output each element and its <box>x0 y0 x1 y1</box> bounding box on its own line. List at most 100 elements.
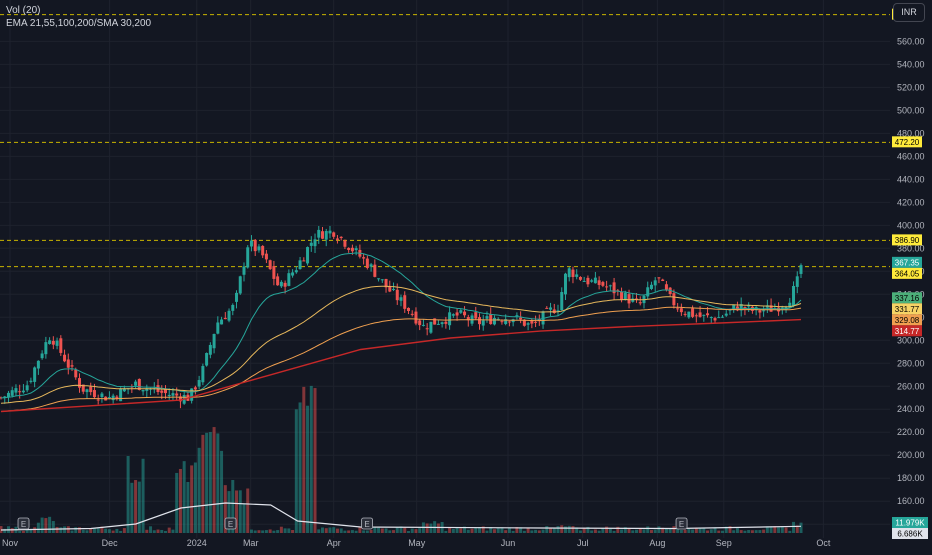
volume-bar <box>474 527 478 533</box>
volume-bar <box>560 525 564 533</box>
candle-body <box>119 388 123 402</box>
candle-body <box>283 282 287 287</box>
candle-body <box>238 276 242 294</box>
volume-bar <box>18 530 22 533</box>
candle-body <box>578 276 582 280</box>
candle-body <box>556 310 560 312</box>
ema21-line[interactable] <box>0 252 802 399</box>
ema55-line[interactable] <box>0 285 802 404</box>
earnings-marker[interactable] <box>361 517 373 530</box>
x-axis[interactable]: Nov Dec 2024 Mar Apr May Jun Jul Aug Sep Oct <box>2 538 831 548</box>
candle-body <box>597 280 601 285</box>
ema200-line[interactable] <box>0 318 802 413</box>
price-tag <box>892 267 922 279</box>
volume-bar <box>739 530 743 533</box>
volume-bar <box>343 530 347 533</box>
candle-body <box>440 322 444 325</box>
earnings-label: E <box>679 520 684 529</box>
volume-bar <box>616 526 620 533</box>
earnings-marker[interactable] <box>17 517 30 530</box>
candle-body <box>205 353 209 366</box>
y-tick-label: 440.00 <box>897 174 925 184</box>
candle-body <box>365 258 369 268</box>
candle-body <box>10 390 14 396</box>
candle-body <box>664 284 668 290</box>
candle-body <box>605 286 609 288</box>
volume-bar <box>590 530 594 533</box>
volume-bar <box>40 517 44 533</box>
volume-bar <box>51 521 55 533</box>
volume-bar <box>242 503 246 533</box>
volume-bar <box>750 530 754 533</box>
candle-body <box>335 238 339 240</box>
candle-body <box>343 240 347 247</box>
candle-body <box>212 334 216 349</box>
volume-bar <box>792 521 796 533</box>
x-tick-label: Mar <box>243 538 259 548</box>
volume-bar <box>676 529 680 533</box>
volume-bar <box>668 528 672 533</box>
candle-body <box>354 248 358 251</box>
candle-body <box>63 354 67 362</box>
volume-bar <box>605 526 609 533</box>
candle-body <box>317 229 321 238</box>
volume-bar <box>44 518 48 533</box>
candle-body <box>519 317 523 320</box>
y-tick-label: 480.00 <box>897 128 925 138</box>
volume-bar <box>313 388 317 533</box>
candle-body <box>347 247 351 250</box>
candle-body <box>298 260 302 270</box>
candles[interactable] <box>0 225 803 409</box>
volume-bar <box>141 458 145 533</box>
earnings-marker[interactable] <box>675 517 688 530</box>
candle-body <box>500 321 504 323</box>
candle-body <box>242 266 246 275</box>
ema100-line[interactable] <box>0 306 802 412</box>
candle-body <box>291 272 295 276</box>
volume-bar <box>175 472 179 533</box>
volume-bar <box>593 529 597 533</box>
currency-selector[interactable]: INR <box>893 3 925 22</box>
volume-bar <box>754 530 758 533</box>
volume-bar <box>679 529 683 533</box>
volume-bar <box>537 530 541 533</box>
ma-legend[interactable]: EMA 21,55,100,200/SMA 30,200 <box>6 18 152 29</box>
volume-bar <box>425 523 429 533</box>
volume-bar <box>765 526 769 533</box>
candle-body <box>167 394 171 397</box>
x-tick-label: Aug <box>649 538 665 548</box>
candle-body <box>552 309 556 314</box>
x-tick-label: Apr <box>327 538 341 548</box>
candle-body <box>235 292 239 302</box>
volume-bar <box>395 527 399 533</box>
volume-bar <box>122 528 126 533</box>
volume-bar <box>627 528 631 533</box>
volume-ma-line[interactable] <box>0 502 802 531</box>
volume-bar <box>324 528 328 533</box>
candle-body <box>627 294 631 304</box>
volume-bar <box>197 447 201 533</box>
y-tick-label: 400.00 <box>897 220 925 230</box>
candle-body <box>403 295 407 309</box>
volume-bar <box>223 485 227 533</box>
volume-bar <box>380 528 384 533</box>
volume-bar <box>631 530 635 533</box>
volume-bar <box>403 527 407 533</box>
volume-bar <box>317 529 321 533</box>
candle-body <box>70 365 74 367</box>
candle-body <box>623 292 627 300</box>
candle-body <box>593 277 597 284</box>
candle-body <box>3 396 7 398</box>
volume-bars[interactable] <box>0 385 803 533</box>
earnings-marker[interactable] <box>224 517 237 530</box>
volume-tag <box>892 517 928 528</box>
volume-bar <box>115 528 119 533</box>
candle-body <box>111 395 115 401</box>
volume-bar <box>235 490 239 533</box>
volume-legend[interactable]: Vol (20) <box>6 5 41 16</box>
candle-body <box>780 307 784 309</box>
volume-bar <box>59 527 63 533</box>
candle-body <box>507 321 511 323</box>
